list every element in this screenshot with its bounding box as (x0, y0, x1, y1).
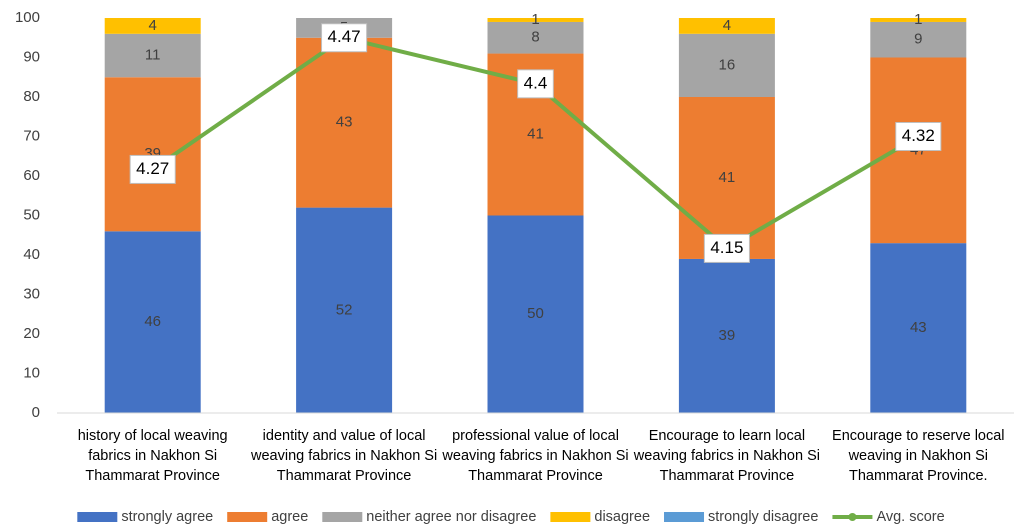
data-label: 4 (723, 17, 731, 34)
legend-label: strongly disagree (708, 509, 818, 525)
legend-swatch (227, 512, 268, 522)
data-label: 1 (914, 11, 922, 28)
legend-marker (848, 513, 857, 521)
bar-segment (104, 77, 201, 232)
data-label: 16 (719, 56, 736, 73)
data-label: 41 (527, 125, 544, 142)
legend-item: disagree (550, 509, 650, 525)
label-box (129, 154, 176, 184)
x-tick-label: identity and value of local weaving fabr… (251, 428, 438, 484)
legend-swatch (664, 512, 705, 522)
y-tick-label: 70 (23, 127, 40, 144)
y-tick-label: 100 (15, 9, 40, 26)
bar-segment (487, 21, 584, 54)
label-box (895, 122, 942, 151)
data-label: 43 (910, 319, 927, 336)
line-label: 4.15 (710, 238, 743, 257)
bar-segment (678, 18, 775, 34)
y-tick-label: 10 (23, 364, 40, 381)
bar-segment (487, 215, 584, 413)
bar-segment (104, 33, 201, 78)
line-label: 4.27 (136, 159, 169, 178)
legend-item: agree (227, 509, 308, 525)
legend-item: neither agree nor disagree (322, 509, 536, 525)
y-tick-label: 0 (32, 404, 40, 421)
y-tick-label: 50 (23, 206, 40, 223)
y-tick-label: 80 (23, 88, 40, 105)
x-tick-label: history of local weaving fabrics in Nakh… (77, 428, 228, 484)
label-box (703, 233, 750, 263)
bar-segment (296, 207, 393, 413)
legend-label: disagree (594, 509, 650, 525)
data-label: 39 (719, 327, 736, 344)
x-tick-label: professional value of local weaving fabr… (442, 428, 629, 484)
legend-label: agree (271, 509, 308, 525)
legend-swatch (322, 512, 363, 522)
data-label: 4 (149, 17, 157, 34)
legend-item: strongly disagree (664, 509, 818, 525)
y-tick-label: 20 (23, 325, 40, 342)
y-tick-label: 60 (23, 167, 40, 184)
bar-segment (870, 243, 967, 413)
bar-segment (870, 21, 967, 58)
legend-swatch (77, 512, 118, 522)
label-box (321, 23, 368, 53)
data-label: 52 (336, 301, 353, 318)
y-tick-label: 90 (23, 48, 40, 65)
data-label: 9 (914, 31, 922, 48)
bar-segment (678, 33, 775, 97)
bar-segment (104, 231, 201, 413)
data-label: 1 (531, 11, 539, 28)
bar-segment (487, 18, 584, 22)
legend-swatch (550, 512, 591, 522)
legend-item: Avg. score (832, 509, 945, 525)
bar-segment (870, 18, 967, 22)
data-label: 11 (145, 46, 161, 63)
y-tick-label: 40 (23, 246, 40, 263)
legend-label: strongly agree (121, 509, 213, 525)
y-tick-label: 30 (23, 285, 40, 302)
line-label: 4.4 (524, 73, 548, 92)
label-box (517, 69, 554, 99)
legend-label: neither agree nor disagree (366, 509, 536, 525)
x-tick-label: Encourage to learn local weaving fabrics… (633, 428, 820, 484)
data-label: 46 (144, 313, 161, 330)
data-label: 50 (527, 305, 544, 322)
bar-segment (104, 18, 201, 34)
data-label: 43 (336, 114, 353, 131)
data-label: 41 (719, 169, 736, 186)
legend-item: strongly agree (77, 509, 213, 525)
x-tick-label: Encourage to reserve local weaving in Na… (832, 428, 1005, 484)
line-label: 4.47 (328, 27, 361, 46)
data-label: 8 (531, 29, 539, 46)
bar-segment (296, 37, 393, 208)
line-label: 4.32 (902, 126, 935, 145)
legend-label: Avg. score (876, 509, 944, 525)
bar-segment (678, 258, 775, 413)
